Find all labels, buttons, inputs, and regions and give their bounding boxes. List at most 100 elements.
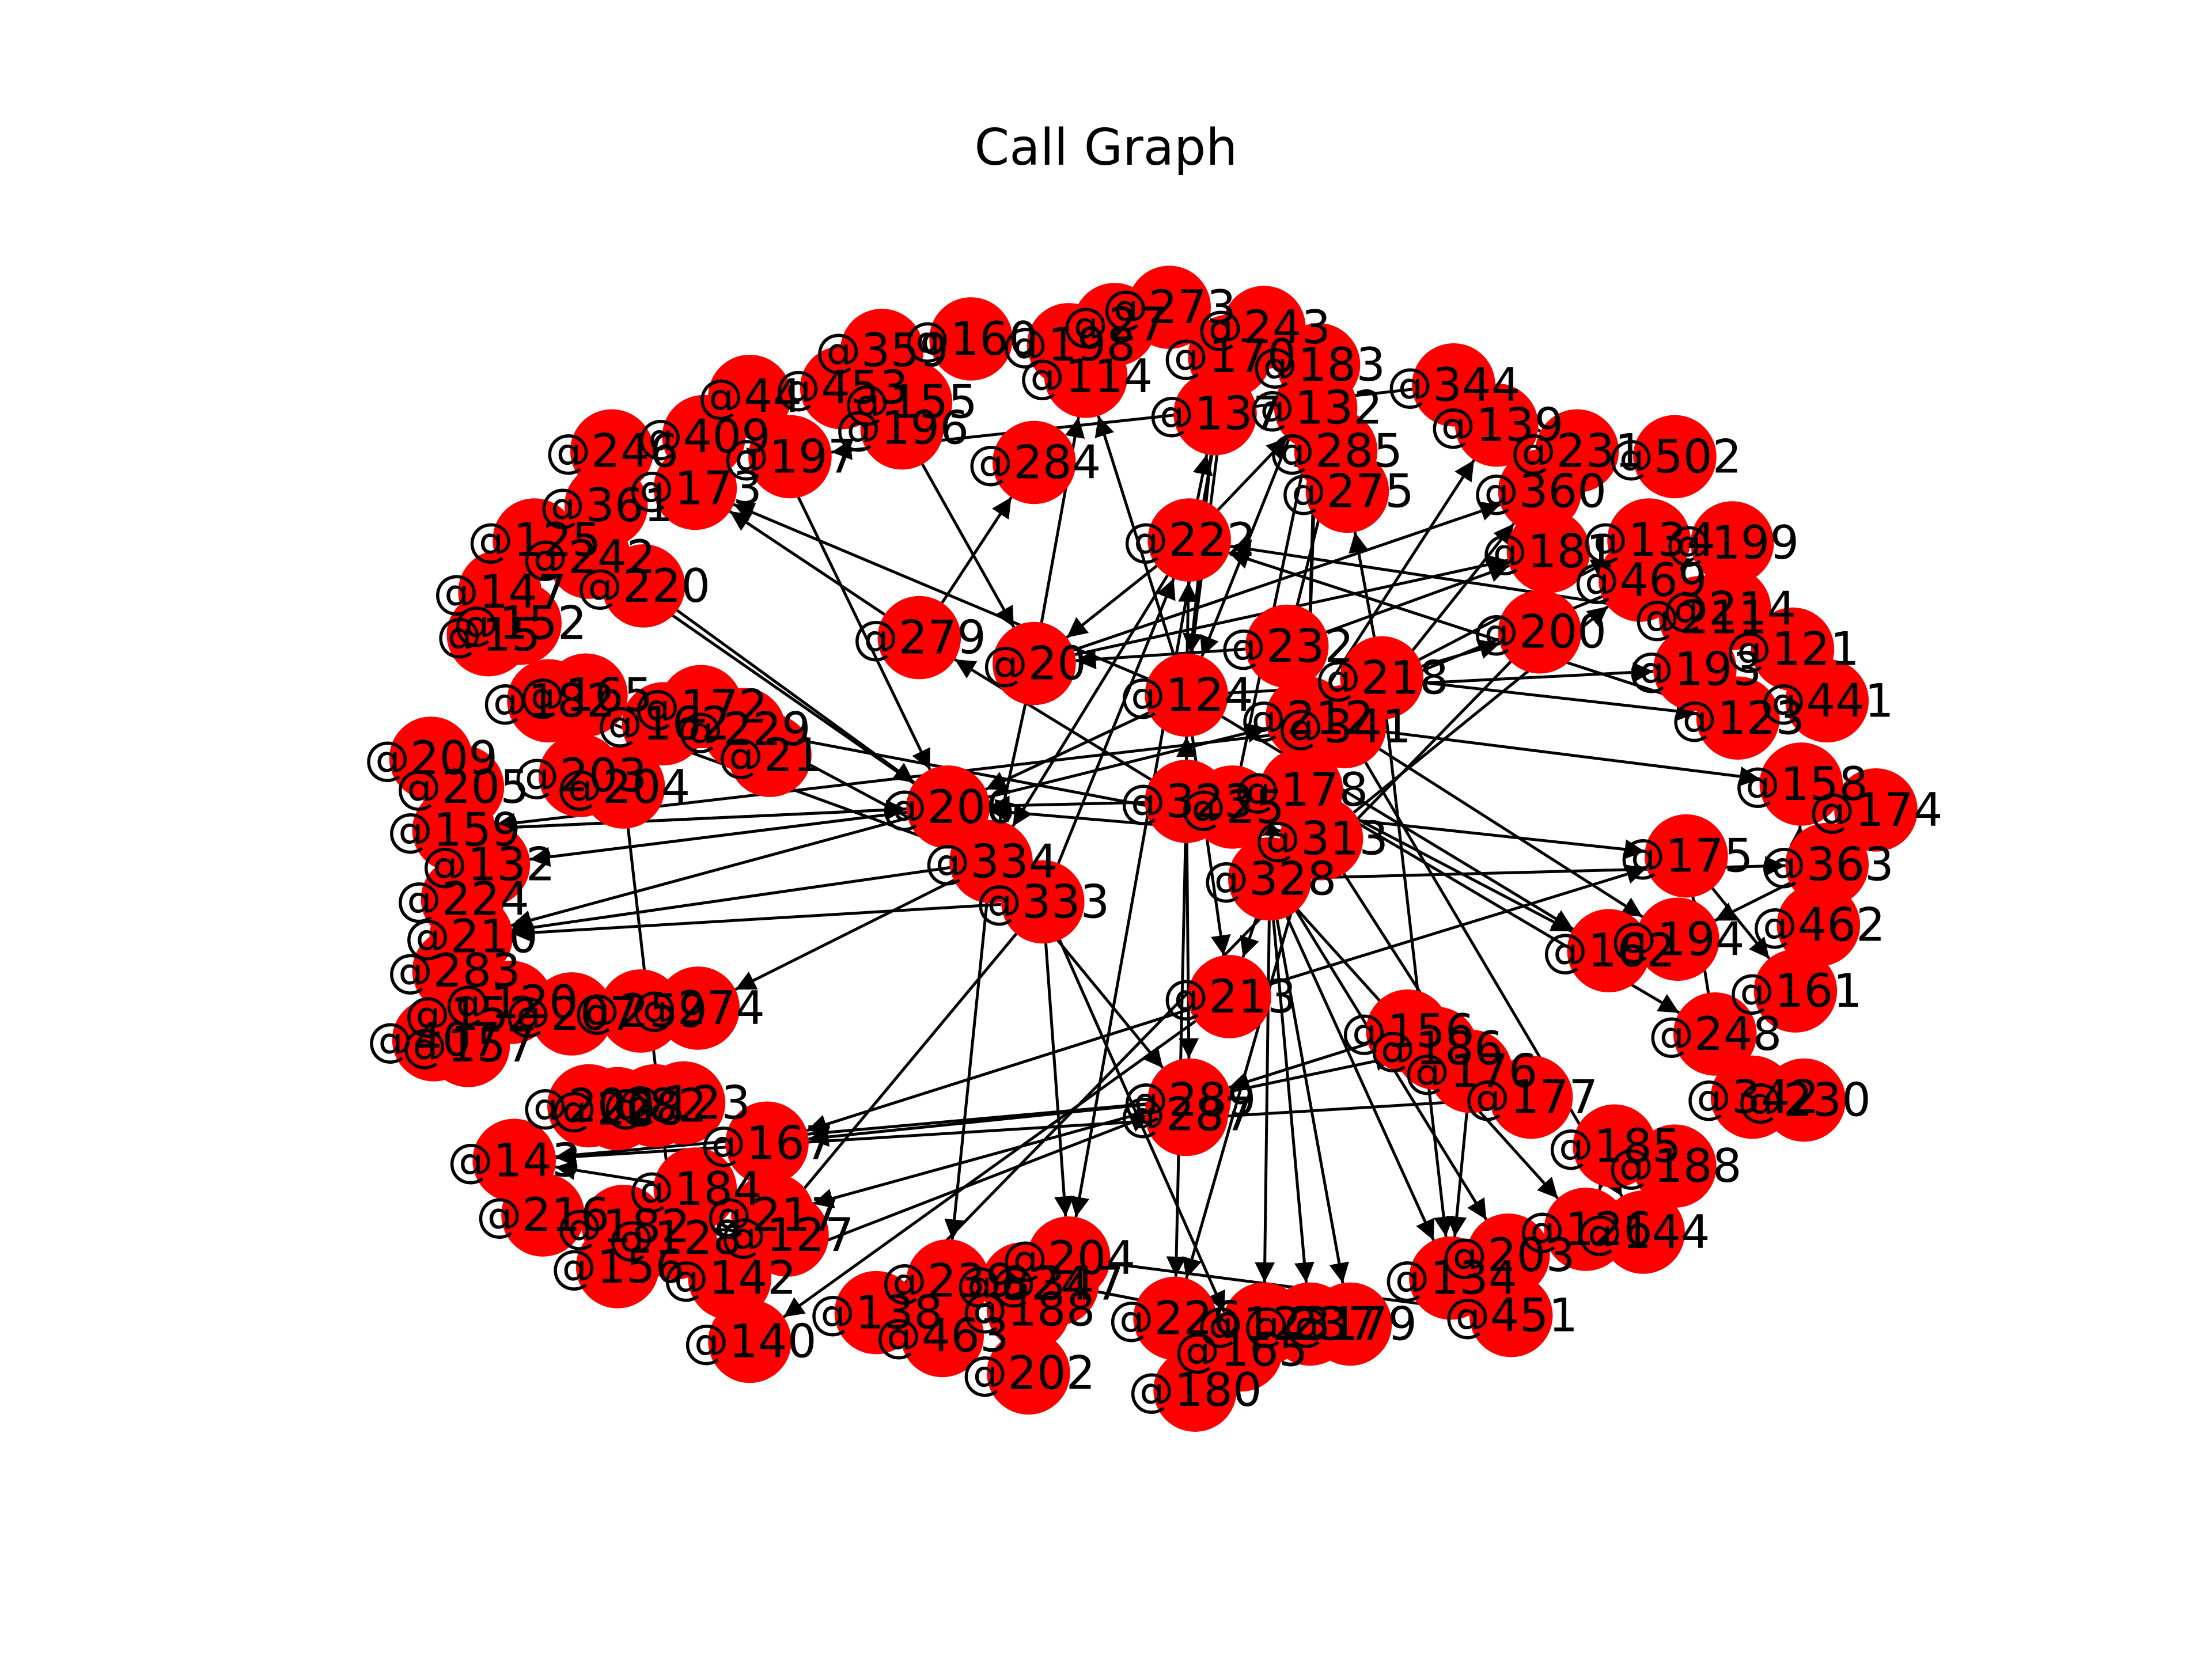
graph-node <box>993 420 1076 505</box>
node-label: @469 <box>1574 553 1707 607</box>
node-label: @21 <box>718 729 822 782</box>
node-label: @216 <box>476 1188 610 1242</box>
node-label: @226 <box>1108 1292 1242 1345</box>
node-label: @232 <box>1220 620 1354 673</box>
node-label: @222 <box>1123 513 1256 567</box>
node-label: @196 <box>835 401 969 455</box>
graph-node <box>1469 1273 1553 1357</box>
node-label: @128 <box>608 1211 742 1265</box>
graph-node <box>708 1299 791 1383</box>
graph-node <box>575 1224 660 1309</box>
graph-node <box>1762 1058 1846 1142</box>
node-label: @176 <box>1404 1045 1537 1098</box>
graph-node <box>544 653 628 737</box>
edge <box>1057 578 1176 864</box>
node-label: @182 <box>556 1200 690 1253</box>
node-label: @211 <box>1634 591 1767 644</box>
node-label: @218 <box>1315 651 1449 704</box>
node-label: @15 <box>436 608 540 662</box>
node-label: @152 <box>453 597 587 650</box>
edge <box>994 704 1027 821</box>
node-label: @206 <box>881 780 1015 834</box>
graph-node <box>1188 955 1271 1038</box>
node-label: @347 <box>990 1257 1124 1311</box>
node-label: @462 <box>1752 898 1885 951</box>
node-label: @210 <box>404 909 538 963</box>
node-label: @132 <box>1249 381 1382 435</box>
node-label: @147 <box>433 565 567 619</box>
node-label: @283 <box>387 944 521 998</box>
edge <box>495 799 907 830</box>
node-label: @173 <box>628 461 762 515</box>
edge <box>1275 919 1350 1284</box>
node-label: @205 <box>396 760 529 814</box>
edge <box>768 1113 1152 1265</box>
graph-node <box>800 346 884 430</box>
edge <box>734 879 955 991</box>
node-label: @143 <box>448 1133 581 1187</box>
graph-node <box>1690 501 1774 585</box>
graph-node <box>1489 1055 1573 1139</box>
edge <box>941 496 1013 604</box>
node-label: @142 <box>663 1252 797 1305</box>
node-label: @188 <box>961 1283 1095 1337</box>
edge <box>555 1102 1148 1165</box>
graph-node <box>446 593 531 677</box>
edge <box>1094 415 1176 656</box>
graph-node <box>748 415 832 499</box>
node-label: @360 <box>1473 464 1607 518</box>
graph-node <box>1153 1348 1237 1432</box>
edge <box>808 1102 1148 1147</box>
node-label: @203 <box>513 749 647 802</box>
graph-node <box>728 714 812 797</box>
node-label: @175 <box>1619 829 1753 883</box>
node-label: @224 <box>396 872 529 926</box>
graph-node <box>530 972 613 1056</box>
nodes-layer <box>389 266 1918 1432</box>
graph-node <box>1645 814 1728 898</box>
node-label: @188 <box>1608 1139 1741 1193</box>
graph-node <box>1673 992 1757 1076</box>
graph-node <box>501 1173 585 1257</box>
edge <box>512 902 1002 943</box>
node-label: @204 <box>556 760 690 814</box>
edge <box>954 658 1152 781</box>
node-label: @181 <box>1482 525 1615 578</box>
node-label: @185 <box>1548 1119 1681 1173</box>
graph-node <box>993 621 1076 706</box>
graph-node <box>426 1003 510 1087</box>
graph-node <box>1753 949 1838 1033</box>
edge <box>1228 549 1699 707</box>
graph-node <box>656 966 740 1050</box>
node-label: @144 <box>1577 1205 1710 1259</box>
graph-node <box>834 1271 918 1355</box>
graph-node <box>1001 860 1085 944</box>
node-label: @139 <box>1430 399 1563 452</box>
node-label: @237 <box>1243 1298 1377 1351</box>
node-label: @82 <box>603 1079 707 1133</box>
edge <box>782 1019 1197 1318</box>
graph-node <box>1308 1282 1392 1366</box>
graph-node <box>581 745 665 829</box>
graph-node <box>1834 768 1918 852</box>
node-label: @179 <box>1283 1298 1417 1351</box>
node-label: @230 <box>1737 1074 1871 1127</box>
node-label: @123 <box>1671 691 1805 745</box>
edge <box>1228 1042 1369 1091</box>
edge <box>512 866 950 938</box>
graph-node <box>1687 567 1771 651</box>
node-label: @167 <box>700 1116 834 1170</box>
edge <box>1385 719 1454 1237</box>
edge <box>1423 681 1697 722</box>
node-label: @279 <box>853 611 986 665</box>
node-label: @183 <box>1252 338 1385 392</box>
edge <box>1200 403 1305 657</box>
edge <box>944 902 988 1240</box>
edge <box>806 1007 1191 1135</box>
node-label: @453 <box>775 361 908 415</box>
graph-node <box>622 682 706 766</box>
node-label: @463 <box>876 1309 1009 1362</box>
edge <box>1385 730 1760 787</box>
node-label: @207 <box>505 987 638 1041</box>
